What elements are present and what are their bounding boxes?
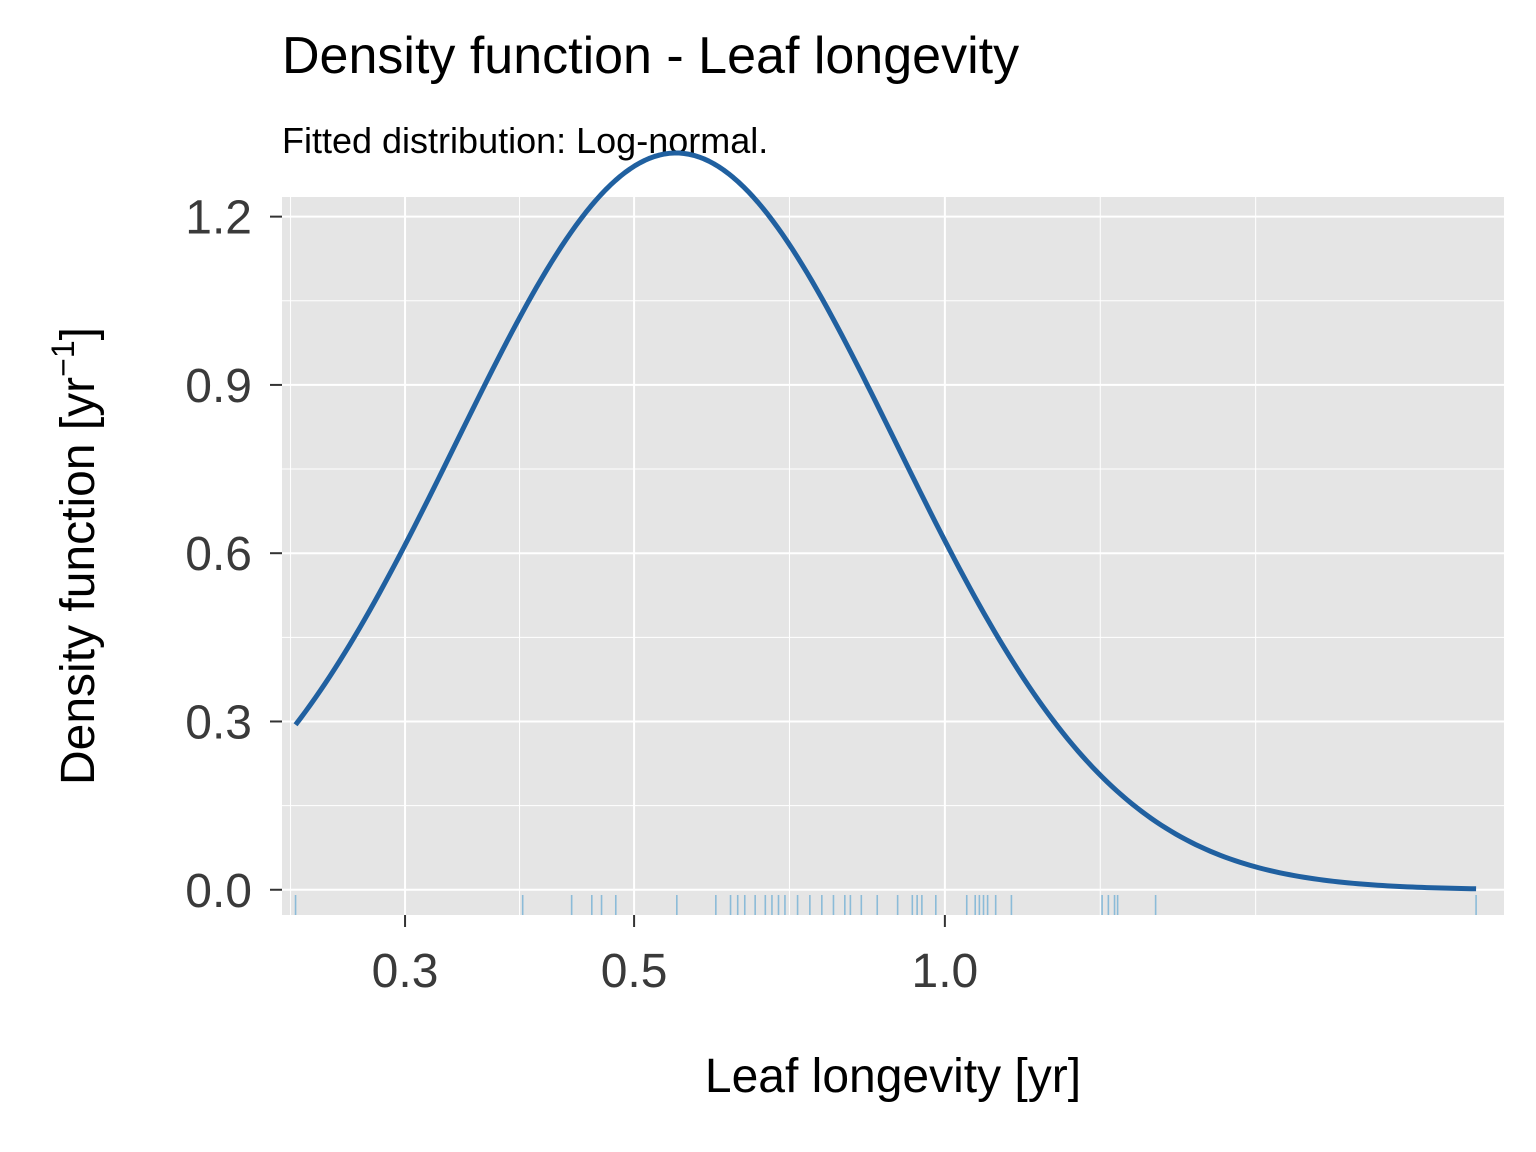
y-tick-label: 0.6 bbox=[185, 528, 252, 581]
y-tick-label: 0.3 bbox=[185, 696, 252, 749]
x-axis: 0.3 0.5 1.0 bbox=[372, 915, 979, 998]
density-curve bbox=[293, 150, 1477, 892]
y-axis: 0.0 0.3 0.6 0.9 1.2 bbox=[185, 192, 282, 918]
rug-marks bbox=[294, 895, 1477, 915]
y-axis-title-superscript: −1 bbox=[45, 340, 81, 376]
y-tick-label: 1.2 bbox=[185, 192, 252, 245]
y-tick-label: 0.0 bbox=[185, 865, 252, 918]
x-tick-label: 0.3 bbox=[372, 945, 439, 998]
x-tick-label: 0.5 bbox=[601, 945, 668, 998]
y-axis-title-close: ] bbox=[52, 327, 105, 340]
plot-panel bbox=[282, 197, 1504, 915]
x-tick-label: 1.0 bbox=[912, 945, 979, 998]
chart-title: Density function - Leaf longevity bbox=[282, 27, 1020, 85]
y-axis-title: Density function [yr−1] bbox=[45, 327, 105, 785]
y-axis-title-main: Density function [yr bbox=[52, 377, 105, 785]
y-tick-label: 0.9 bbox=[185, 360, 252, 413]
x-axis-title: Leaf longevity [yr] bbox=[705, 1050, 1081, 1103]
